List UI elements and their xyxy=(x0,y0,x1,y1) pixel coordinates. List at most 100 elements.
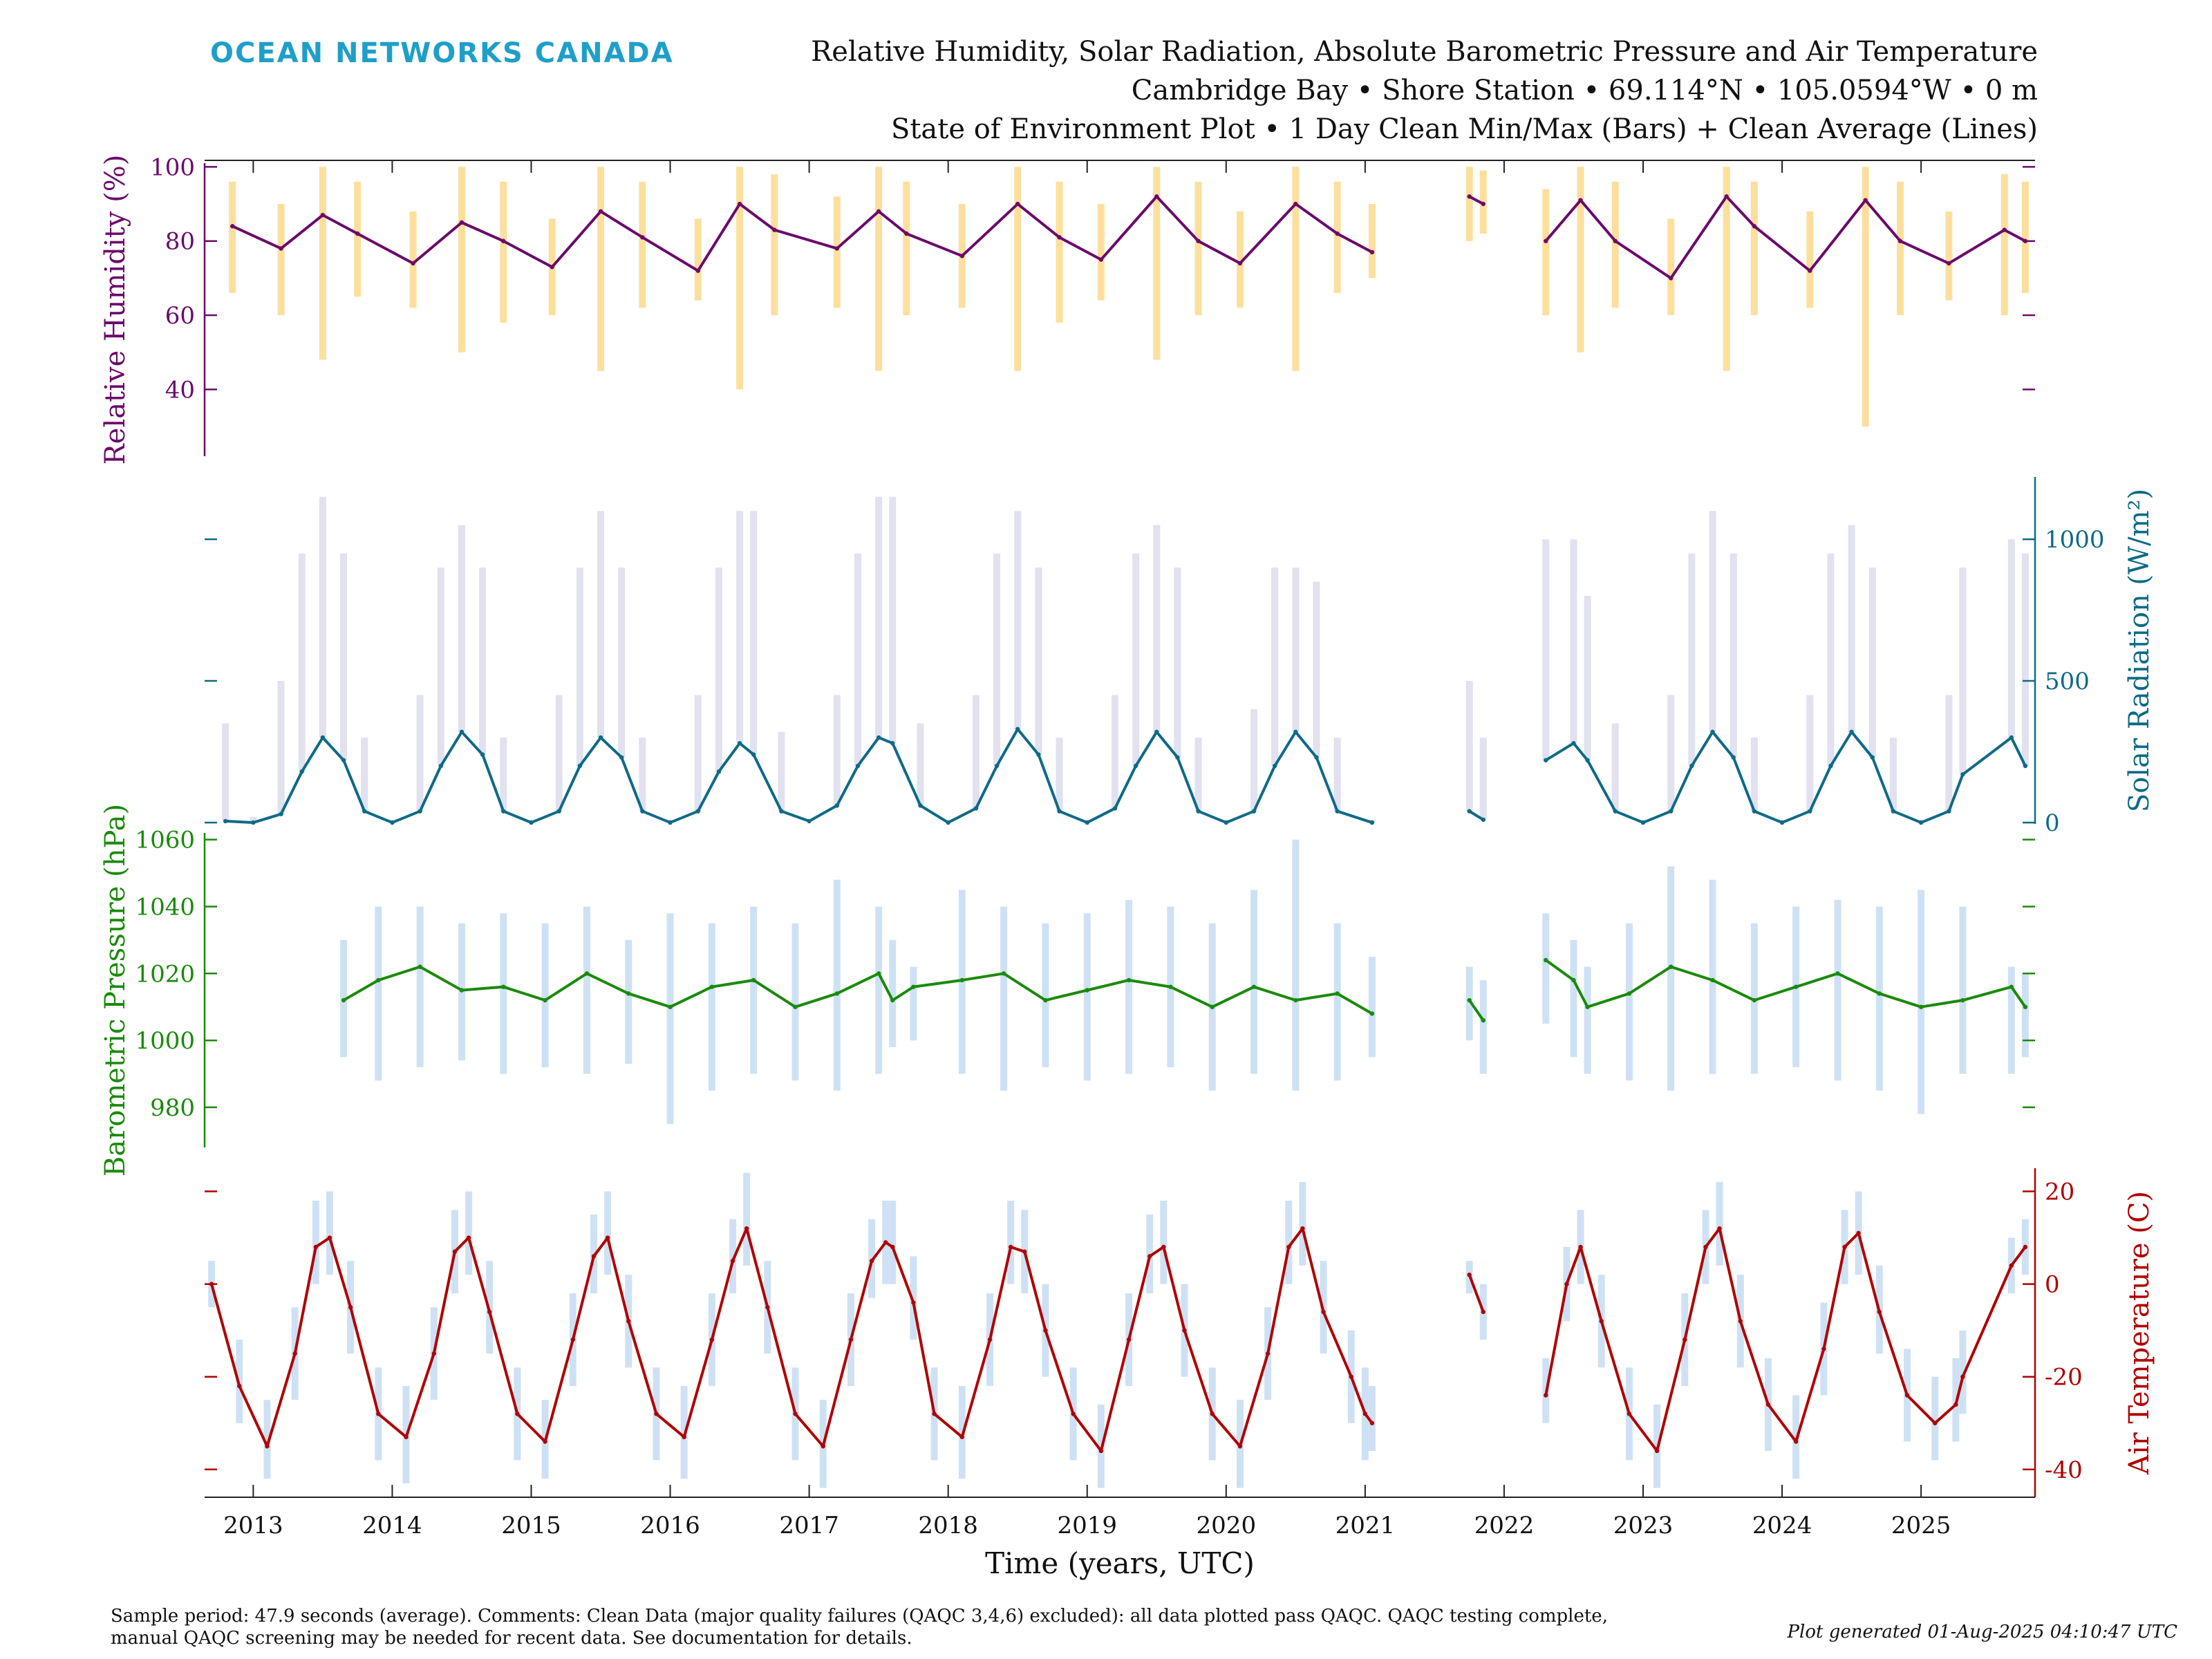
pressure-range-bar xyxy=(1368,957,1376,1058)
pressure-point xyxy=(1251,984,1257,989)
solar-point xyxy=(1224,820,1229,825)
solar-range-bar xyxy=(875,496,883,738)
plot-generated-timestamp: Plot generated 01-Aug-2025 04:10:47 UTC xyxy=(1787,1622,2177,1642)
humidity-point xyxy=(1481,201,1485,207)
solar-point xyxy=(1585,758,1590,762)
temperature-point xyxy=(682,1434,686,1440)
pressure-point xyxy=(2009,984,2014,989)
solar-point xyxy=(2023,763,2028,769)
temperature-point xyxy=(1098,1448,1104,1454)
temperature-point xyxy=(848,1337,854,1342)
solar-point xyxy=(1752,809,1757,814)
pressure-range-bar xyxy=(2007,966,2015,1074)
pressure-point xyxy=(709,984,715,989)
solar-point xyxy=(1175,755,1180,760)
pressure-point xyxy=(626,991,631,996)
solar-tick-label: 1000 xyxy=(2045,526,2105,554)
solar-range-bar xyxy=(1806,695,1814,812)
solar-range-bar xyxy=(736,511,744,744)
humidity-average-line xyxy=(1468,195,1484,205)
temperature-range-bar xyxy=(1146,1215,1154,1294)
humidity-range-bar xyxy=(1611,181,1619,308)
humidity-tick-label: 80 xyxy=(165,228,195,256)
pressure-point xyxy=(543,997,547,1003)
humidity-range-bar xyxy=(1750,181,1758,316)
humidity-point xyxy=(1467,194,1472,199)
solar-point xyxy=(362,809,367,814)
pressure-range-bar xyxy=(1709,879,1716,1074)
temperature-range-bar xyxy=(1931,1376,1939,1461)
solar-point xyxy=(1947,809,1951,814)
temperature-range-bar xyxy=(868,1219,876,1298)
x-tick-label: 2025 xyxy=(1891,1512,1951,1539)
solar-range-bar xyxy=(298,553,306,772)
temperature-tick-label: 0 xyxy=(2045,1271,2060,1299)
humidity-range-bar xyxy=(458,167,465,353)
pressure-point xyxy=(501,984,506,989)
temperature-point xyxy=(237,1383,242,1389)
solar-point xyxy=(529,820,534,825)
solar-point xyxy=(946,820,950,825)
solar-range-bar xyxy=(1959,568,1967,775)
temperature-point xyxy=(932,1412,937,1416)
pressure-axis-label: Barometric Pressure (hPa) xyxy=(100,804,131,1177)
pressure-range-bar xyxy=(1479,980,1487,1074)
temperature-point xyxy=(313,1244,319,1250)
solar-point xyxy=(1613,809,1618,814)
temperature-point xyxy=(452,1249,458,1254)
solar-point xyxy=(1918,820,1924,825)
pressure-range-bar xyxy=(1834,899,1841,1081)
temperature-point xyxy=(709,1337,715,1342)
pressure-point xyxy=(1210,1004,1215,1009)
temperature-point xyxy=(1564,1282,1569,1286)
humidity-range-bar xyxy=(1723,167,1730,371)
solar-range-bar xyxy=(277,681,285,814)
humidity-range-bar xyxy=(354,181,362,297)
temperature-range-bar xyxy=(743,1172,751,1266)
solar-range-bar xyxy=(555,695,563,812)
temperature-point xyxy=(744,1226,749,1231)
pressure-range-bar xyxy=(875,906,883,1074)
humidity-average-line xyxy=(232,195,1373,272)
solar-point xyxy=(341,758,346,762)
temperature-point xyxy=(821,1444,825,1449)
temperature-point xyxy=(1877,1309,1882,1315)
humidity-point xyxy=(1947,261,1951,266)
humidity-range-bar xyxy=(1806,211,1814,308)
solar-range-bar xyxy=(1479,738,1487,820)
solar-range-bar xyxy=(889,496,897,744)
pressure-range-bar xyxy=(1959,906,1967,1074)
temperature-point xyxy=(1237,1444,1243,1449)
humidity-range-bar xyxy=(1577,167,1584,353)
pressure-range-bar xyxy=(583,906,590,1074)
humidity-range-bar xyxy=(1368,204,1376,279)
humidity-average-line xyxy=(1544,195,2026,280)
x-tick-label: 2021 xyxy=(1335,1512,1396,1539)
humidity-range-bar xyxy=(229,181,236,293)
temperature-range-bar xyxy=(1160,1200,1168,1284)
humidity-point xyxy=(1154,194,1159,199)
humidity-point xyxy=(1544,238,1548,243)
temperature-range-bar xyxy=(889,1200,897,1284)
temperature-point xyxy=(1856,1230,1861,1236)
temperature-range-bar xyxy=(465,1191,473,1275)
solar-range-bar xyxy=(1174,568,1181,758)
temperature-point xyxy=(2023,1244,2028,1250)
temperature-point xyxy=(911,1300,916,1305)
solar-range-bar xyxy=(1250,709,1258,812)
temperature-range-bar xyxy=(1299,1182,1306,1266)
x-tick-label: 2015 xyxy=(501,1512,561,1539)
solar-range-bar xyxy=(1570,539,1577,744)
solar-tick-label: 500 xyxy=(2045,668,2090,695)
pressure-point xyxy=(1544,957,1548,963)
pressure-tick-label: 1020 xyxy=(135,960,195,988)
humidity-point xyxy=(355,231,360,236)
temperature-point xyxy=(1362,1412,1368,1416)
humidity-range-bar xyxy=(2021,181,2029,293)
solar-range-bar xyxy=(1827,553,1835,766)
humidity-range-bar xyxy=(277,204,285,316)
pressure-point xyxy=(1168,984,1173,989)
temperature-point xyxy=(890,1244,895,1250)
pressure-average-line xyxy=(343,965,1373,1015)
